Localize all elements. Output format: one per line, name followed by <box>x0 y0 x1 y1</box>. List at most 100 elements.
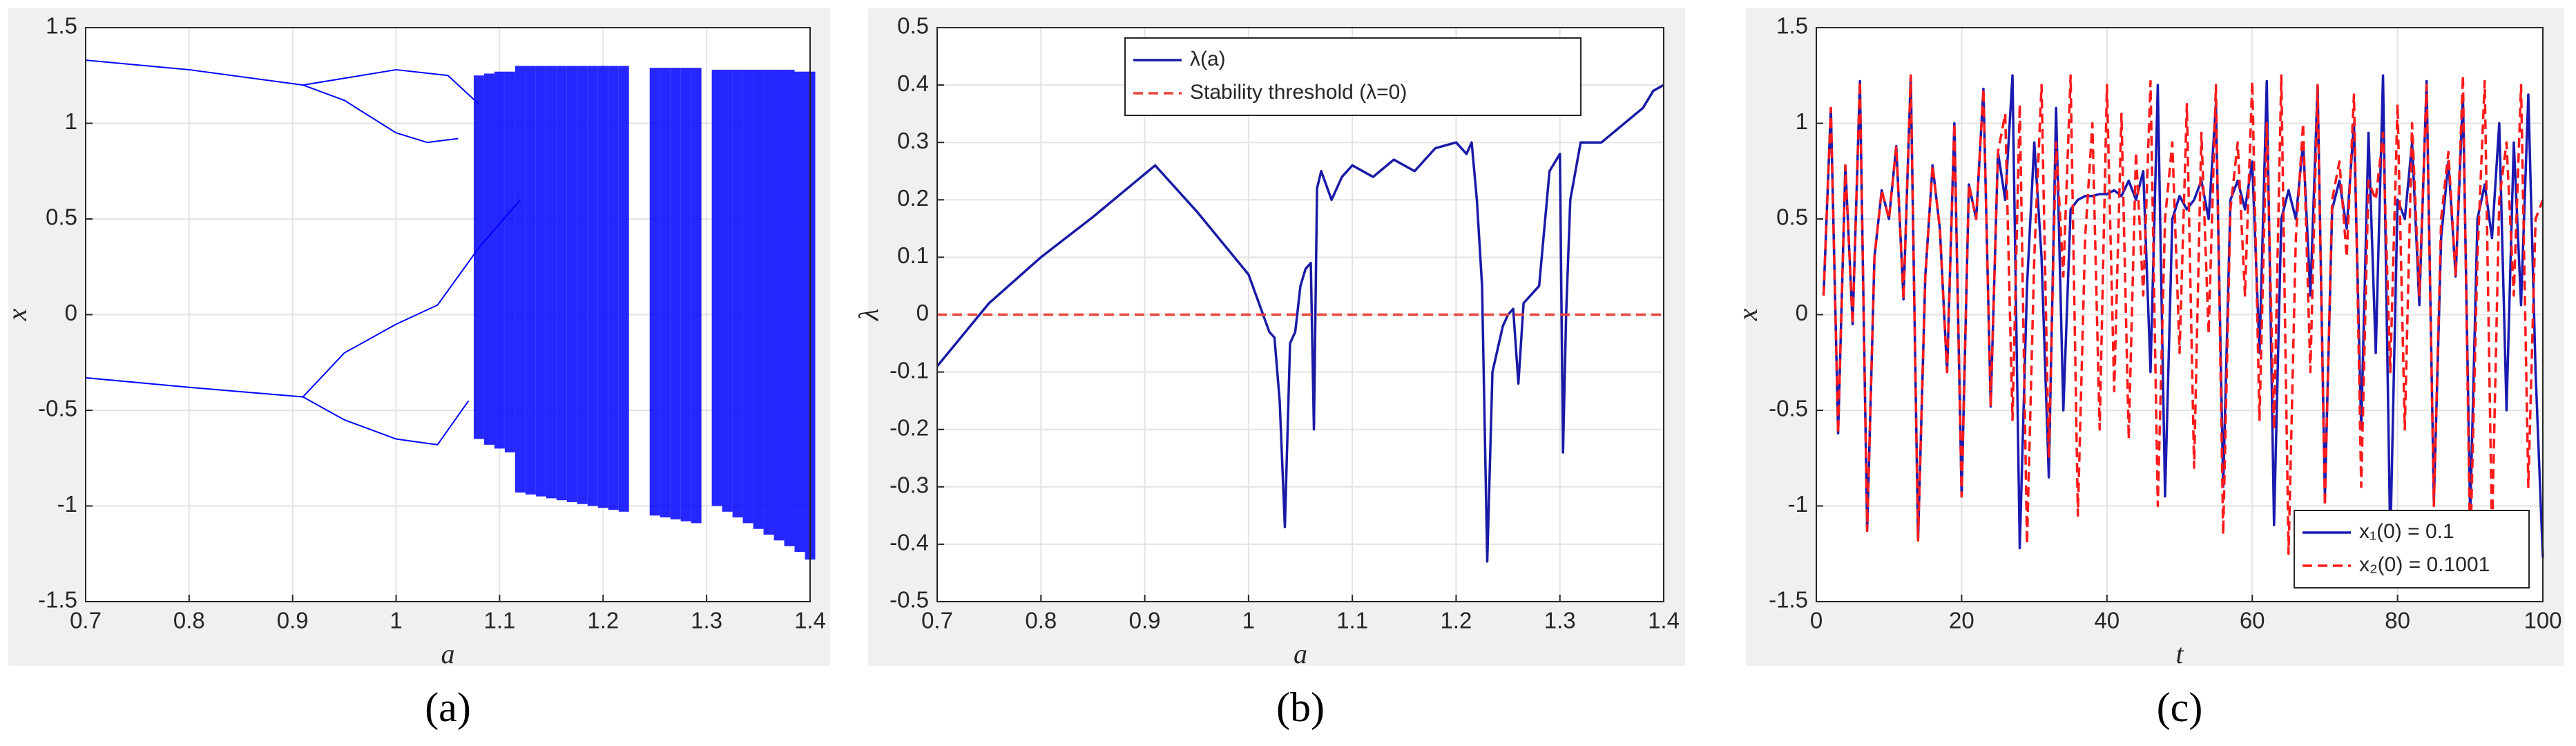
x-tick-label: 100 <box>2524 608 2561 633</box>
y-tick-label: -0.3 <box>890 472 929 498</box>
x-tick-label: 0.8 <box>1025 608 1057 633</box>
x-tick-label: 0.8 <box>173 608 205 633</box>
y-tick-label: -1 <box>57 491 77 517</box>
y-tick-label: 1.5 <box>1776 13 1808 39</box>
data-line <box>936 84 1664 563</box>
chaotic-band <box>680 68 691 522</box>
chaotic-band <box>742 69 753 524</box>
chaotic-band <box>753 69 764 529</box>
chaotic-band <box>763 69 774 535</box>
chaotic-band <box>535 66 546 497</box>
y-tick-label: 0 <box>916 300 929 325</box>
y-tick-label: 1 <box>1796 108 1808 134</box>
chaotic-band <box>587 66 598 506</box>
chaotic-band <box>577 66 588 504</box>
data-line <box>85 199 521 398</box>
data-line <box>1822 74 2544 555</box>
y-tick-label: -0.4 <box>890 530 929 555</box>
y-tick-label: 1 <box>65 108 77 134</box>
chaotic-band <box>473 75 484 439</box>
x-tick-label: 1.4 <box>1648 608 1680 633</box>
chaotic-band <box>722 69 733 512</box>
x-axis-label: t <box>2175 638 2184 669</box>
chaotic-band <box>515 66 526 493</box>
chaotic-band <box>608 66 619 510</box>
chaotic-band <box>597 66 608 508</box>
x-axis-label: a <box>441 638 455 669</box>
legend-label: x₂(0) = 0.1001 <box>2359 553 2490 576</box>
y-tick-label: -0.1 <box>890 357 929 383</box>
y-tick-label: 0 <box>65 300 77 325</box>
caption: (c) <box>2157 685 2203 730</box>
x-tick-label: 1.2 <box>1440 608 1472 633</box>
panel: 0.7 0.8 0.9 1 1.1 1.2 1.3 1.4 -1.5 -1 -0.5 0 0.5 1 1.5… <box>1 8 830 730</box>
data-line <box>85 59 480 105</box>
x-tick-label: 80 <box>2385 608 2410 633</box>
chaotic-band <box>556 66 567 501</box>
x-tick-label: 1.4 <box>794 608 826 633</box>
y-tick-label: -1.5 <box>1769 587 1808 613</box>
y-tick-label: -1.5 <box>38 587 77 613</box>
y-tick-label: 0.3 <box>897 128 929 153</box>
y-axis-label: λ <box>853 309 884 321</box>
chaotic-band <box>494 71 505 449</box>
y-tick-label: 0.5 <box>1776 204 1808 230</box>
plot-border <box>85 27 811 602</box>
x-tick-label: 60 <box>2240 608 2265 633</box>
legend-box <box>1124 37 1582 116</box>
x-tick-label: 0 <box>1810 608 1823 633</box>
y-axis-label: x <box>1732 308 1763 321</box>
chaotic-band <box>504 71 515 452</box>
chaotic-band <box>649 68 660 516</box>
chaotic-band <box>566 66 577 502</box>
chaotic-band <box>546 66 557 499</box>
x-tick-label: 1.1 <box>483 608 515 633</box>
x-tick-label: 0.9 <box>1129 608 1161 633</box>
data-line <box>302 84 459 144</box>
plot-border <box>936 27 1664 602</box>
chaotic-band <box>525 66 536 495</box>
chaotic-band <box>794 71 805 552</box>
legend-label: Stability threshold (λ=0) <box>1190 81 1407 104</box>
y-tick-label: -0.5 <box>38 396 77 421</box>
x-tick-label: 1.2 <box>587 608 619 633</box>
y-tick-label: 0.5 <box>897 13 929 39</box>
x-tick-label: 20 <box>1949 608 1974 633</box>
x-tick-label: 0.7 <box>70 608 102 633</box>
panel: 0.7 0.8 0.9 1 1.1 1.2 1.3 1.4 -0.5 -0.4 -0.3 -0.2 -0… <box>853 8 1685 730</box>
chaotic-band <box>670 68 681 519</box>
chaotic-band <box>784 69 795 546</box>
y-tick-label: -0.5 <box>1769 396 1808 421</box>
data-line <box>302 396 470 446</box>
caption: (a) <box>425 685 471 730</box>
x-tick-label: 1 <box>1242 608 1255 633</box>
chaotic-band <box>691 68 702 524</box>
plot-border <box>1816 27 2544 602</box>
chaotic-band <box>618 66 629 512</box>
legend-label: λ(a) <box>1190 48 1226 70</box>
legend-box <box>2294 510 2530 589</box>
x-tick-label: 40 <box>2094 608 2120 633</box>
y-tick-label: 0.1 <box>897 242 929 268</box>
y-tick-label: 0.2 <box>897 185 929 211</box>
x-tick-label: 0.9 <box>277 608 309 633</box>
x-tick-label: 1.3 <box>1544 608 1576 633</box>
chaotic-band <box>711 69 722 506</box>
y-tick-label: -0.2 <box>890 414 929 440</box>
x-axis-label: a <box>1294 638 1307 669</box>
y-tick-label: -1 <box>1788 491 1808 517</box>
caption: (b) <box>1276 685 1325 730</box>
x-tick-label: 1.3 <box>691 608 722 633</box>
x-tick-label: 0.7 <box>921 608 953 633</box>
y-tick-label: 1.5 <box>46 13 77 39</box>
chaotic-band <box>773 69 785 541</box>
y-tick-label: 0.4 <box>897 70 929 96</box>
y-tick-label: -0.5 <box>890 587 929 613</box>
y-axis-label: x <box>1 308 32 321</box>
x-tick-label: 1.1 <box>1336 608 1368 633</box>
chaotic-band <box>732 69 743 518</box>
panel: 0 20 40 60 80 100 -1.5 -1 -0.5 0 0.5 1 1.5 x₁(0) = 0.… <box>1732 8 2564 730</box>
x-tick-label: 1 <box>390 608 402 633</box>
y-tick-label: 0.5 <box>46 204 77 230</box>
